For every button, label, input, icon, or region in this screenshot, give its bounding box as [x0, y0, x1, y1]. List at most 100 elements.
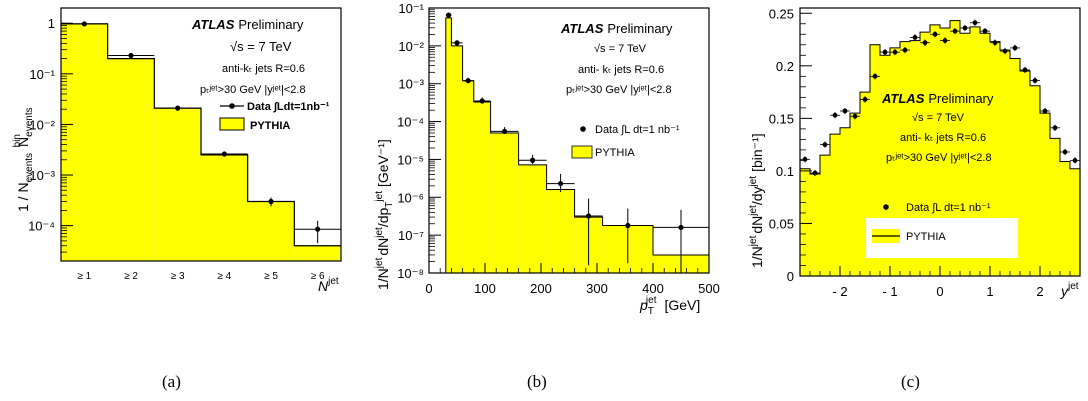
panel-b-plot — [445, 12, 710, 274]
panel-b-mc-bar — [518, 164, 547, 273]
panel-c-x-tick-label: - 1 — [882, 284, 897, 299]
panel-c-data-point — [852, 113, 858, 119]
panel-b-y-tick-label: 10⁻⁴ — [397, 115, 424, 130]
panel-b-legend-mc-swatch — [571, 145, 593, 159]
panel-c-mc-bar — [840, 127, 851, 276]
panel-c-x-axis-label: yjet — [1060, 281, 1079, 299]
panel-b-x-axis-label: pTjet [GeV] — [639, 295, 700, 317]
panel-a-legend-mc-swatch — [219, 117, 245, 131]
panel-b-frame — [428, 7, 710, 274]
panel-b-y-ticks: 10⁻⁸ 10⁻⁷ 10⁻⁶ 10⁻⁵ 10⁻⁴ 10⁻³ 10⁻² 10⁻¹ — [397, 1, 441, 281]
panel-c-data-point — [902, 47, 908, 53]
panel-c-legend-data: Data ∫L dt=1 nb⁻¹ — [906, 202, 991, 214]
panel-b-legend-mc: PYTHIA — [595, 147, 635, 159]
panel-b-legend-data: Data ∫L dt=1 nb⁻¹ — [595, 124, 680, 136]
panel-c-data-point — [942, 38, 948, 43]
panel-a-y-tick-label: 10⁻⁴ — [28, 219, 55, 234]
panel-b-data-point — [502, 128, 508, 135]
panel-b-mc-bar — [445, 17, 452, 273]
panel-a-x-axis-label: Njet — [318, 276, 339, 294]
panel-c-data-point — [1042, 108, 1048, 114]
panel-b-x-tick-label: 500 — [698, 281, 720, 296]
panel-a-cuts: pₜʲᵉᵗ>30 GeV |yʲᵉᵗ|<2.8 — [200, 84, 306, 96]
panel-b-x-tick-label: 100 — [474, 281, 496, 296]
panel-c-mc-bar — [940, 27, 951, 276]
panel-c-data-point — [952, 28, 958, 34]
panel-b-data-point — [558, 180, 564, 187]
panel-c-mc-bar — [900, 41, 911, 276]
panel-c-data-point — [832, 112, 838, 118]
panel-c-cuts: pₜʲᵉᵗ>30 GeV |yʲᵉᵗ|<2.8 — [886, 152, 992, 164]
panel-c-y-tick-label: 0.1 — [776, 164, 794, 179]
panel-c-mc-bar — [1030, 85, 1041, 276]
panel-c-data-point — [1022, 67, 1028, 73]
panel-b-y-tick-label: 10⁻⁶ — [397, 190, 424, 205]
panel-c-plot — [800, 19, 1081, 277]
panel-b-x-ticks: 0 100 200 300 400 500 — [425, 263, 720, 296]
panel-b-letter: (b) — [527, 372, 547, 391]
panel-c-data-point — [842, 108, 848, 114]
panel-c-data-point — [972, 20, 978, 26]
panel-c-mc-bar — [1050, 138, 1061, 276]
panel-c-mc-bar — [950, 20, 961, 276]
panel-c-mc-bar — [800, 168, 811, 276]
panel-b-y-tick-label: 10⁻³ — [398, 77, 424, 92]
panel-c-mc-bar — [880, 55, 891, 277]
panel-c-x-ticks: - 2 - 1 0 1 2 — [809, 266, 1071, 299]
panel-a-data-point — [81, 21, 87, 27]
panel-c-legend-data-marker — [883, 204, 889, 210]
panel-c-y-tick-label: 0.15 — [769, 111, 794, 126]
panel-b-y-axis-label: 1/NjetdNjet/dpTjet[GeV⁻¹] — [374, 139, 395, 290]
panel-b-energy: √s = 7 TeV — [594, 43, 647, 55]
panel-b-mc-bar — [473, 101, 491, 273]
panel-a-data-point — [128, 52, 134, 59]
panel-c-y-ticks: 0 0.05 0.1 0.15 0.2 0.25 — [769, 6, 812, 284]
panel-a-energy: √s = 7 TeV — [230, 39, 292, 54]
panel-a-y-ticks: 10⁻⁴ 10⁻³ 10⁻² 10⁻¹ 1 — [28, 7, 73, 262]
panel-c-data-point — [1072, 157, 1078, 163]
panel-c-mc-bar — [1000, 50, 1011, 276]
panel-c-mc-bar — [830, 134, 841, 276]
panel-a-mc-bar — [107, 58, 155, 261]
panel-c-mc-bar — [890, 47, 901, 276]
panel-c-mc-bar — [810, 174, 821, 276]
panel-c-x-tick-label: 2 — [1036, 284, 1043, 299]
panel-b-mc-bar — [546, 189, 575, 273]
panel-c-data-point — [922, 40, 928, 46]
panel-c-data-point — [812, 170, 818, 176]
panel-b-algo: anti- kₜ jets R=0.6 — [578, 64, 664, 76]
panel-c-y-tick-label: 0.25 — [769, 6, 794, 21]
panel-c-data-point — [872, 73, 878, 79]
panel-a-x-tick-label: ≥ 2 — [124, 271, 138, 282]
panel-c-mc-bar — [910, 40, 921, 277]
panel-c-data-point — [1062, 149, 1068, 155]
panel-b-data-point — [625, 222, 631, 229]
panel-c-data-point — [822, 142, 828, 148]
panel-b-y-tick-label: 10⁻¹ — [398, 1, 424, 16]
panel-a-letter: (a) — [162, 372, 181, 391]
panel-c-mc-bar — [970, 26, 981, 276]
panel-c-data-point — [912, 35, 918, 40]
panel-a-data-point — [175, 105, 181, 111]
panel-c-mc-bar — [980, 33, 991, 277]
panel-a-x-tick-label: ≥ 6 — [311, 271, 325, 282]
panel-c-data-point — [892, 49, 898, 55]
panel-a-mc-bar — [294, 245, 341, 261]
panel-c-mc-bar — [990, 41, 1001, 276]
panel-c-letter: (c) — [901, 372, 920, 391]
panel-c-legend: Data ∫L dt=1 nb⁻¹ PYTHIA — [866, 202, 1018, 258]
panel-b-atlas-label: ATLAS Preliminary — [560, 21, 673, 36]
panel-a-data-point — [221, 151, 227, 157]
panel-a-x-tick-label: ≥ 1 — [77, 271, 91, 282]
panel-b-data-point — [586, 213, 592, 219]
panel-c-data-point — [862, 97, 868, 102]
panel-c-mc-bar — [1040, 113, 1051, 276]
panel-a-x-tick-label: ≥ 4 — [217, 271, 231, 282]
panel-c-mc-outline — [800, 20, 1080, 175]
panel-a-data-point — [268, 198, 274, 205]
panel-c-mc-bar — [820, 155, 831, 276]
panel-a-atlas-label: ATLAS Preliminary — [191, 17, 304, 32]
panel-b-legend-data-marker — [580, 126, 586, 132]
panel-a-legend-data-marker — [229, 103, 235, 109]
